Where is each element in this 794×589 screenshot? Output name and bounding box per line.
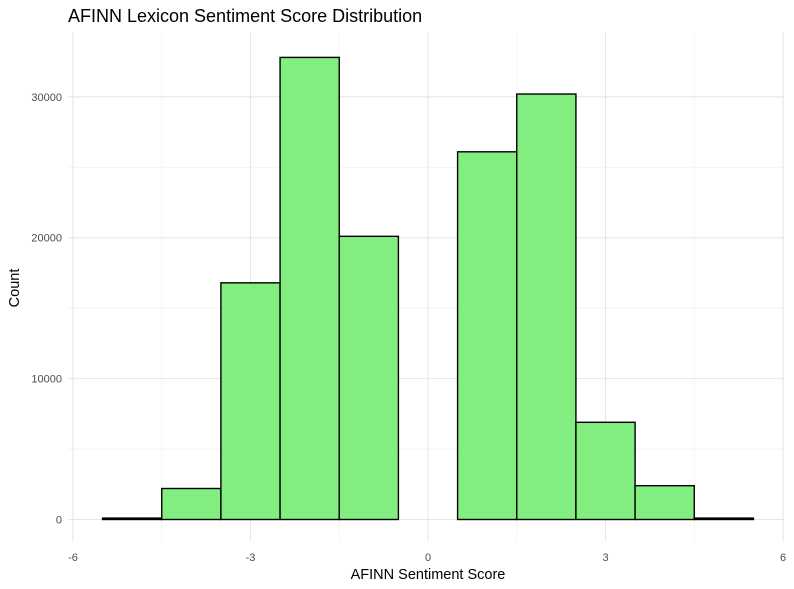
- y-tick-label: 30000: [31, 92, 62, 104]
- x-tick-label: 3: [602, 552, 608, 564]
- x-tick-label: 6: [780, 552, 786, 564]
- tick-labels: -6 -3 0 3 6 0 10000 20000 30000: [31, 92, 786, 564]
- histogram-bar: [456, 151, 518, 521]
- histogram-bar: [101, 517, 163, 521]
- histogram-bar: [338, 235, 400, 521]
- histogram-bars: [101, 56, 755, 521]
- grid-lines: [68, 32, 784, 541]
- y-tick-label: 0: [56, 515, 62, 527]
- histogram-bar: [279, 56, 340, 521]
- chart-title: AFINN Lexicon Sentiment Score Distributi…: [68, 6, 422, 26]
- x-tick-label: -6: [68, 552, 78, 564]
- x-axis-label: AFINN Sentiment Score: [351, 567, 506, 583]
- y-tick-label: 10000: [31, 374, 62, 386]
- y-tick-label: 20000: [31, 233, 62, 245]
- x-tick-label: 0: [425, 552, 431, 564]
- histogram-bar: [575, 421, 636, 521]
- histogram-bar: [220, 282, 281, 521]
- histogram-bar: [161, 487, 222, 521]
- x-tick-label: -3: [246, 552, 256, 564]
- histogram-bar: [634, 484, 695, 521]
- histogram-bar: [516, 93, 577, 521]
- y-axis-label: Count: [7, 269, 23, 308]
- histogram-bar: [693, 517, 755, 521]
